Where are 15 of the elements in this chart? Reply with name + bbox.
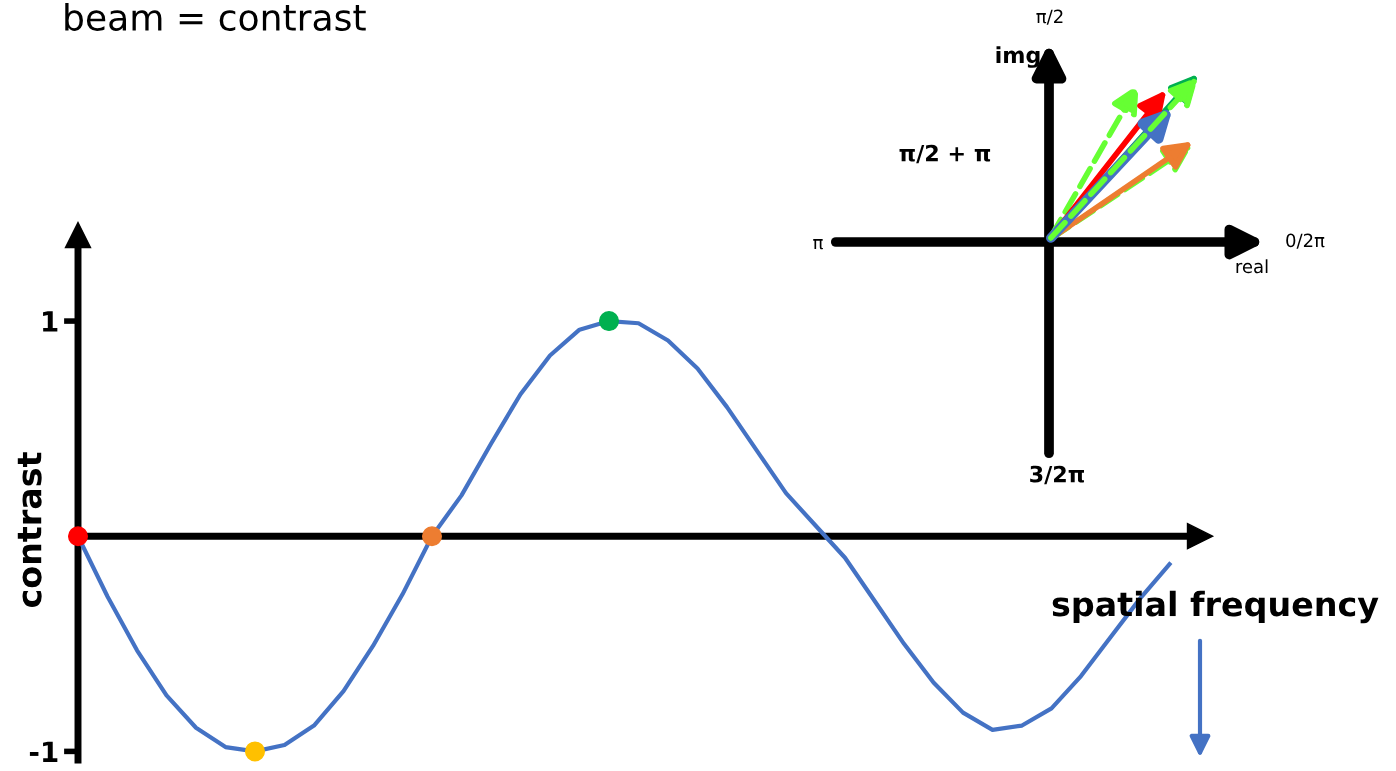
chart-title: beam = contrast bbox=[65, 3, 366, 31]
y-tick-label: 1 bbox=[43, 311, 58, 332]
y-axis-title: contrast bbox=[17, 452, 42, 608]
y-tick-label: -1 bbox=[29, 741, 58, 762]
point bbox=[598, 311, 620, 332]
point bbox=[67, 526, 89, 547]
text: 0/2π bbox=[1286, 233, 1325, 249]
text: img bbox=[996, 46, 1040, 68]
text: π/2 + π bbox=[899, 144, 991, 164]
point bbox=[421, 526, 443, 547]
text: π/2 bbox=[1036, 9, 1063, 25]
annotation: 3/2π bbox=[1030, 465, 1084, 485]
annotation: π bbox=[813, 239, 823, 250]
text: real bbox=[1236, 259, 1268, 274]
point bbox=[244, 741, 266, 762]
